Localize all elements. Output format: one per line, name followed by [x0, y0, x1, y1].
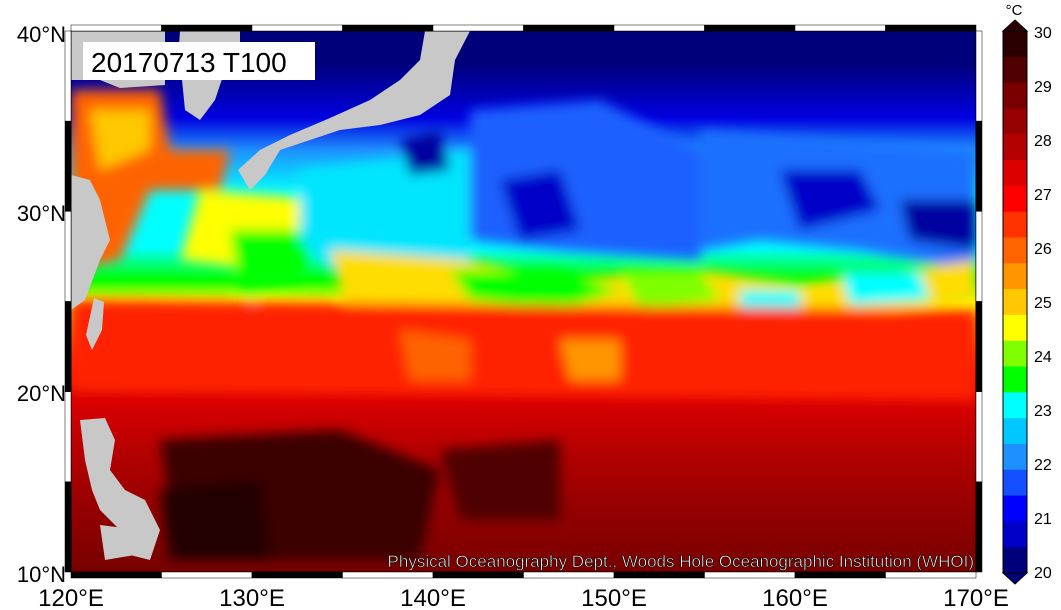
- frame-band: [64, 481, 72, 573]
- lon-label-170e: 170°E: [943, 585, 1009, 610]
- lon-label-120e: 120°E: [38, 585, 104, 610]
- colorbar: °C 30 29 28 27 26 25 24 23 22 21 20: [1001, 2, 1052, 585]
- frame-band: [64, 301, 72, 392]
- frame-band: [70, 571, 162, 579]
- title-text: 20170713 T100: [91, 47, 287, 78]
- colorbar-top-arrow: [1001, 19, 1029, 32]
- lon-labels: 120°E 130°E 140°E 150°E 160°E 170°E: [38, 585, 1009, 610]
- colorbar-tick-24: 24: [1034, 349, 1052, 366]
- lat-label-20n: 20°N: [17, 381, 66, 406]
- colorbar-swatch: [1003, 185, 1027, 213]
- frame-band: [613, 24, 705, 32]
- frame-band: [523, 571, 615, 579]
- frame-band: [251, 571, 343, 579]
- land-taiwan: [86, 298, 104, 350]
- frame-band: [975, 30, 983, 122]
- colorbar-swatch: [1003, 392, 1027, 419]
- colorbar-tick-25: 25: [1034, 295, 1052, 312]
- lon-label-150e: 150°E: [581, 585, 647, 610]
- colorbar-swatch: [1003, 495, 1027, 522]
- frame-band: [704, 24, 796, 32]
- colorbar-swatches: [1002, 30, 1028, 574]
- frame-band: [64, 120, 72, 212]
- land-japan: [238, 31, 470, 190]
- lat-label-40n: 40°N: [17, 22, 66, 47]
- land-philippines-south: [100, 525, 140, 560]
- frame-band: [432, 571, 524, 579]
- colorbar-swatch: [1003, 521, 1027, 548]
- frame-band: [161, 24, 253, 32]
- frame-band: [794, 24, 886, 32]
- colorbar-tick-26: 26: [1034, 241, 1052, 258]
- lon-label-140e: 140°E: [400, 585, 466, 610]
- colorbar-swatch: [1003, 237, 1027, 264]
- colorbar-ticks: 30 29 28 27 26 25 24 23 22 21 20: [1034, 25, 1052, 582]
- frame-ticks: [64, 24, 983, 579]
- colorbar-swatch: [1003, 108, 1027, 135]
- frame-band: [613, 571, 705, 579]
- frame-band: [342, 571, 434, 579]
- frame-band: [794, 571, 886, 579]
- colorbar-tick-21: 21: [1034, 511, 1052, 528]
- frame-band: [342, 24, 434, 32]
- colorbar-unit: °C: [1006, 2, 1023, 19]
- frame-band: [885, 571, 977, 579]
- frame-band: [161, 571, 253, 579]
- frame-band: [251, 24, 343, 32]
- colorbar-tick-23: 23: [1034, 403, 1052, 420]
- frame-band: [885, 24, 977, 32]
- land-china-coast: [71, 175, 110, 310]
- sst-field: [71, 31, 976, 572]
- colorbar-tick-27: 27: [1034, 187, 1052, 204]
- frame-band: [975, 481, 983, 573]
- lat-labels: 40°N 30°N 20°N 10°N: [17, 22, 66, 587]
- lon-label-160e: 160°E: [762, 585, 828, 610]
- colorbar-swatch: [1003, 418, 1027, 445]
- lat-label-30n: 30°N: [17, 201, 66, 226]
- colorbar-swatch: [1003, 443, 1027, 471]
- lat-label-10n: 10°N: [17, 562, 66, 587]
- colorbar-swatch: [1003, 56, 1027, 84]
- frame-band: [70, 24, 162, 32]
- colorbar-swatch: [1003, 160, 1027, 187]
- colorbar-swatch: [1003, 31, 1027, 58]
- colorbar-swatch: [1003, 340, 1027, 368]
- colorbar-swatch: [1003, 314, 1027, 342]
- frame-band: [704, 571, 796, 579]
- colorbar-tick-28: 28: [1034, 133, 1052, 150]
- frame-band: [523, 24, 615, 32]
- colorbar-tick-29: 29: [1034, 79, 1052, 96]
- land-philippines: [80, 418, 160, 560]
- title-box: 20170713 T100: [83, 42, 315, 80]
- colorbar-swatch: [1003, 289, 1027, 316]
- colorbar-bottom-arrow: [1001, 572, 1029, 585]
- frame-band: [975, 301, 983, 392]
- colorbar-swatch: [1003, 263, 1027, 290]
- credit-text: Physical Oceanography Dept., Woods Hole …: [388, 552, 974, 571]
- colorbar-swatch: [1003, 469, 1027, 497]
- colorbar-swatch: [1003, 82, 1027, 109]
- frame-band: [975, 391, 983, 483]
- lon-label-130e: 130°E: [219, 585, 285, 610]
- colorbar-swatch: [1003, 547, 1027, 574]
- colorbar-tick-22: 22: [1034, 457, 1052, 474]
- colorbar-swatch: [1003, 366, 1027, 393]
- frame-band: [975, 211, 983, 302]
- colorbar-swatch: [1003, 211, 1027, 238]
- frame-band: [975, 120, 983, 212]
- colorbar-tick-20: 20: [1034, 565, 1052, 582]
- frame-band: [432, 24, 524, 32]
- colorbar-tick-30: 30: [1034, 25, 1052, 42]
- colorbar-swatch: [1003, 134, 1027, 161]
